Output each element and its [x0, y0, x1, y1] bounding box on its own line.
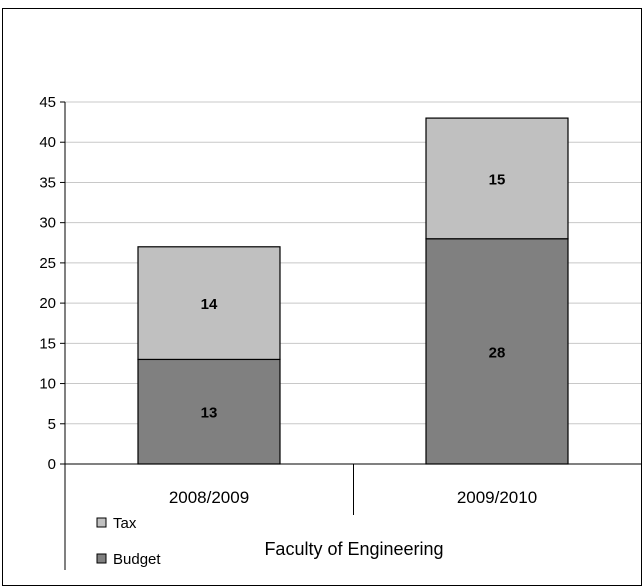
- data-label: 13: [201, 405, 218, 422]
- y-tick-label: 20: [39, 295, 56, 312]
- category-label: 2008/2009: [169, 488, 249, 507]
- y-tick-label: 45: [39, 94, 56, 111]
- group-label: Faculty of Engineering: [264, 539, 443, 559]
- bars: [137, 117, 569, 465]
- y-tick-label: 0: [48, 456, 56, 473]
- bar-tax-2: [425, 117, 569, 240]
- data-label: 15: [489, 171, 506, 188]
- category-label: 2009/2010: [457, 488, 537, 507]
- axes: [60, 101, 641, 570]
- y-tick-label: 5: [48, 416, 56, 433]
- legend-swatch-budget: [96, 553, 107, 564]
- legend: Tax Budget: [96, 515, 161, 568]
- y-tick-label: 25: [39, 255, 56, 272]
- y-tick-label: 15: [39, 335, 56, 352]
- data-label: 28: [489, 344, 506, 361]
- y-tick-label: 35: [39, 174, 56, 191]
- y-tick-label: 30: [39, 215, 56, 232]
- data-label: 14: [201, 296, 218, 313]
- category-labels: 2008/2009 2009/2010: [169, 488, 537, 507]
- legend-label-budget: Budget: [113, 551, 161, 568]
- y-tick-labels: 0 5 10 15 20 25 30 35 40 45: [39, 94, 56, 473]
- legend-label-tax: Tax: [113, 515, 137, 532]
- legend-swatch-tax: [96, 517, 107, 528]
- bar-tax-1: [137, 246, 281, 361]
- y-tick-label: 40: [39, 134, 56, 151]
- y-tick-label: 10: [39, 376, 56, 393]
- data-labels: 13 14 28 15: [201, 171, 506, 421]
